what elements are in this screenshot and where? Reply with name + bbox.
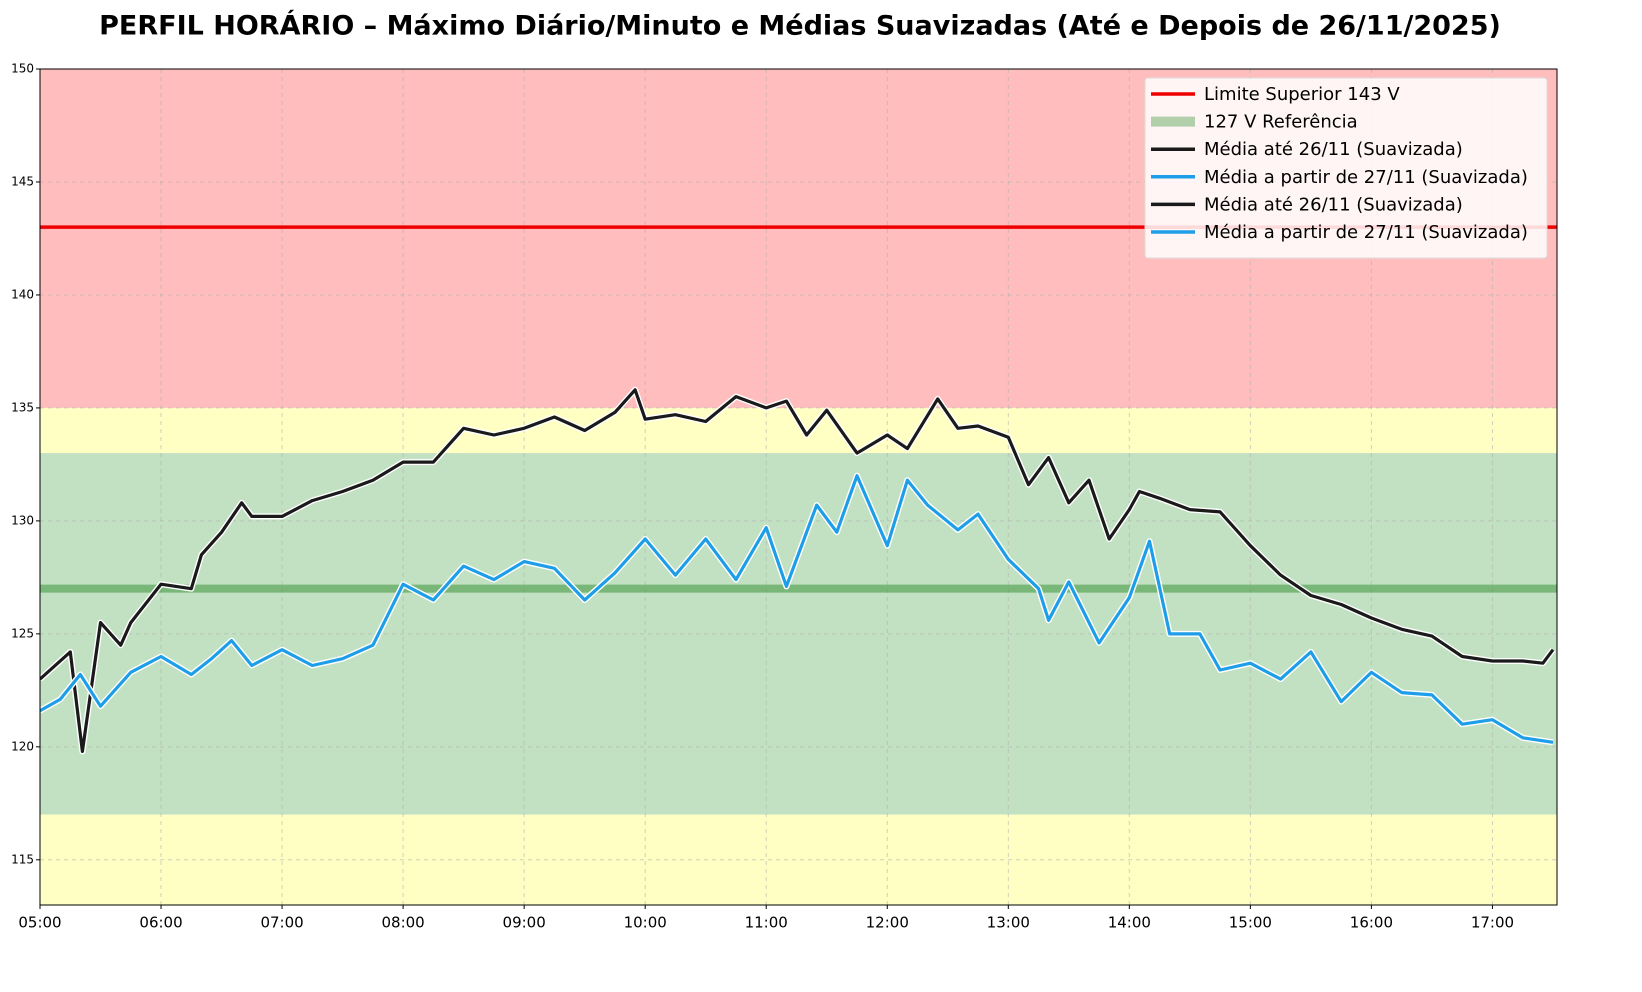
x-tick-label: 11:00 [745,914,788,932]
x-tick-label: 09:00 [503,914,546,932]
legend-label: 127 V Referência [1204,112,1358,133]
x-tick-label: 06:00 [139,914,182,932]
x-tick-label: 13:00 [987,914,1030,932]
x-tick-label: 07:00 [260,914,303,932]
y-tick-label: 140 [11,287,34,301]
chart-title: PERFIL HORÁRIO – Máximo Diário/Minuto e … [99,10,1501,42]
plot-frame [39,68,1558,906]
y-tick-label: 120 [11,739,34,753]
x-tick-label: 10:00 [624,914,667,932]
legend-label: Média até 26/11 (Suavizada) [1204,139,1463,160]
x-tick-label: 16:00 [1350,914,1393,932]
x-tick-label: 12:00 [866,914,909,932]
y-tick-label: 125 [11,626,34,640]
x-tick-label: 17:00 [1471,914,1514,932]
y-tick-label: 145 [11,174,34,188]
y-tick-label: 130 [11,513,34,527]
legend-label: Média a partir de 27/11 (Suavizada) [1204,167,1528,188]
series-line [40,474,1554,744]
legend-label: Limite Superior 143 V [1204,84,1400,105]
y-tick-label: 150 [11,62,34,76]
y-tick-label: 135 [11,400,34,414]
x-tick-label: 15:00 [1229,914,1272,932]
legend-box [1144,77,1548,259]
series-line [40,388,1555,753]
legend-label: Média a partir de 27/11 (Suavizada) [1204,222,1528,243]
x-tick-label: 14:00 [1108,914,1151,932]
x-tick-label: 08:00 [381,914,424,932]
legend-label: Média até 26/11 (Suavizada) [1204,194,1463,215]
x-tick-label: 05:00 [18,914,61,932]
zone [40,407,1557,454]
y-tick-label: 115 [11,852,34,866]
